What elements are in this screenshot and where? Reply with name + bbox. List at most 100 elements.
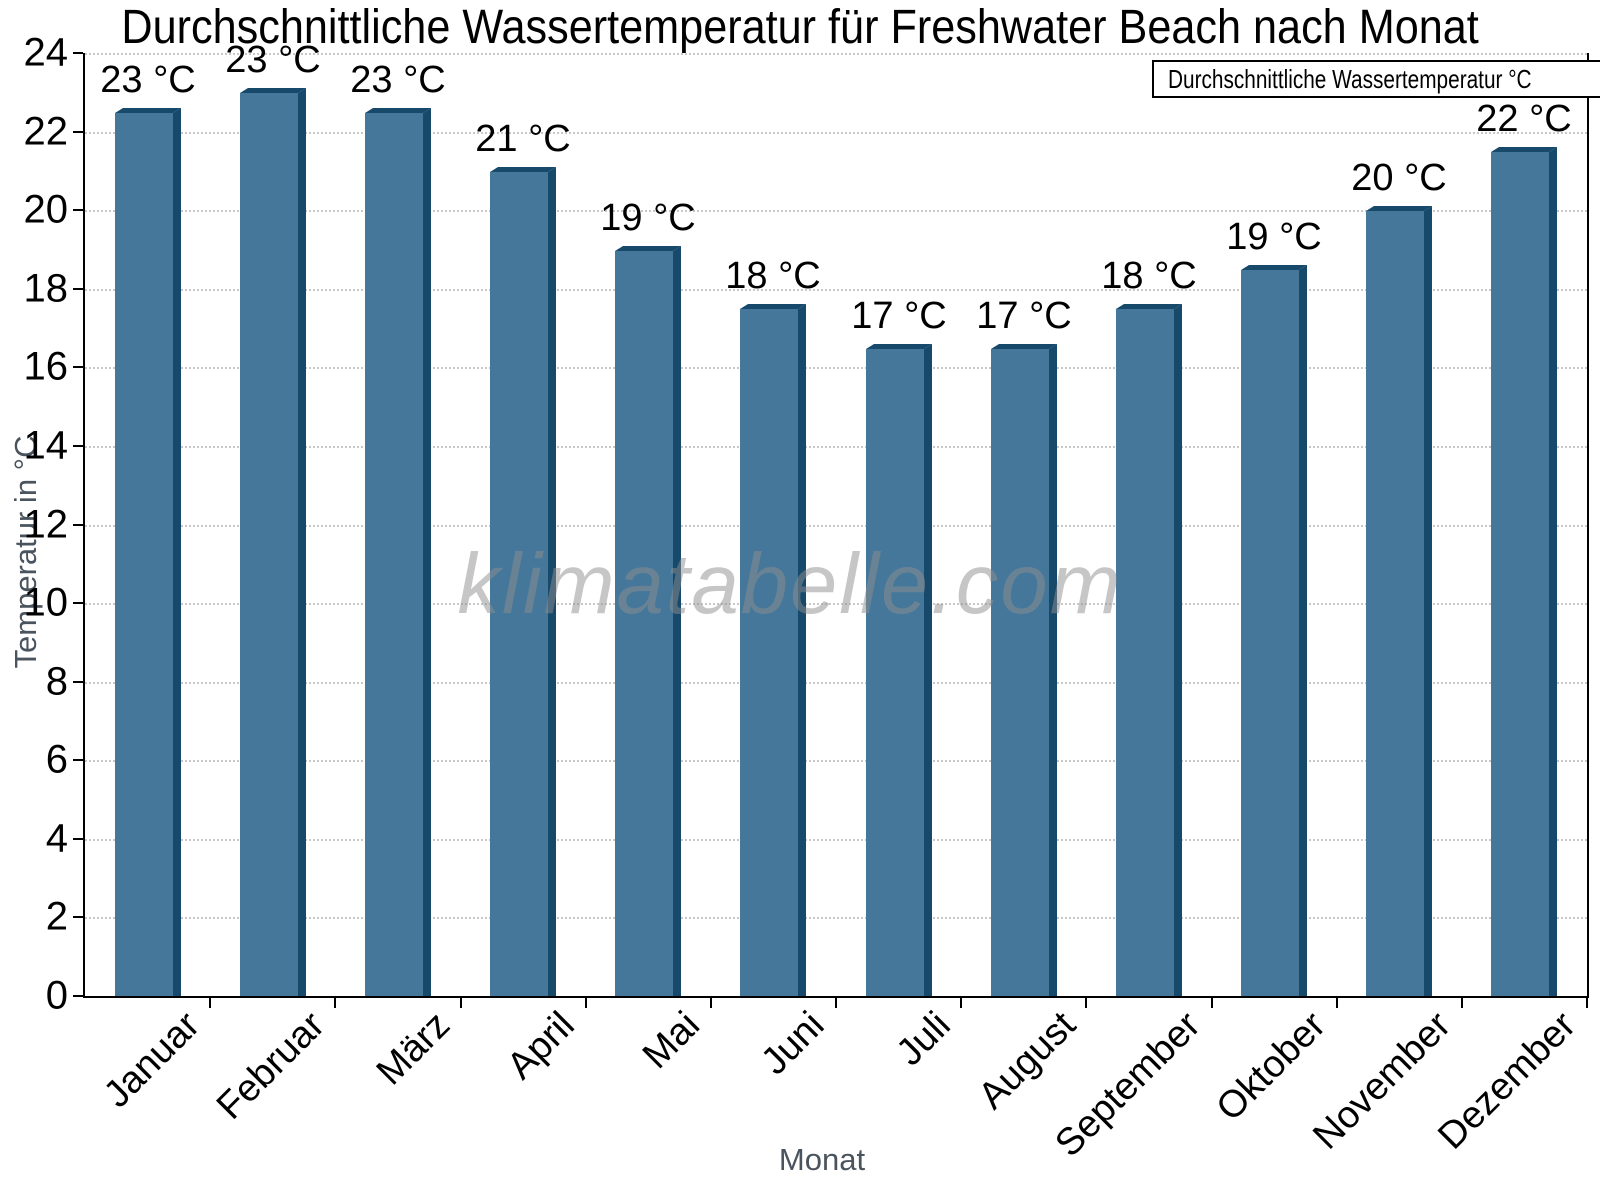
gridline-y-6 (85, 760, 1587, 763)
bar-value-label: 18 °C (725, 255, 821, 297)
bar-value-label: 23 °C (225, 39, 321, 81)
y-tick-label-12: 12 (23, 502, 69, 546)
y-tick-18 (73, 287, 83, 290)
bar-top-bevel (240, 88, 306, 93)
bar-side-bevel (173, 108, 181, 996)
y-tick-label-6: 6 (45, 737, 68, 782)
bar-value-label: 23 °C (100, 59, 196, 101)
y-tick-24 (73, 52, 83, 54)
bar-April (490, 167, 556, 996)
plot-area: 23 °C 23 °C 23 °C 21 °C 19 °C 18 °C 17 °C 17 °C… (85, 39, 1587, 996)
y-tick-6 (73, 759, 83, 762)
bar-face (991, 349, 1049, 996)
bar-top-bevel (1116, 304, 1182, 309)
bar-face (1116, 309, 1174, 996)
bar-Juli (866, 344, 932, 996)
bar-value-label: 21 °C (475, 118, 571, 160)
y-tick-2 (73, 916, 83, 919)
bar-Juni (740, 304, 806, 996)
y-tick-16 (73, 366, 83, 369)
x-tick-label-Juni: Juni (753, 1004, 833, 1083)
x-tick-4 (585, 996, 587, 1008)
watermark: klimatabelle.com (457, 537, 1123, 632)
bar-face (866, 349, 924, 996)
bar-top-bevel (365, 108, 431, 113)
bar-top-bevel (991, 344, 1057, 349)
x-tick-label-Mai: Mai (634, 1004, 708, 1077)
x-tick-label-Juli: Juli (888, 1004, 959, 1075)
x-tick-3 (460, 996, 462, 1008)
y-tick-label-8: 8 (45, 659, 68, 704)
bar-face (1241, 270, 1299, 996)
x-tick-label-Februar: Februar (208, 1004, 333, 1128)
bar-face (115, 113, 173, 996)
x-axis-line (83, 996, 1589, 998)
gridline-y-22 (85, 131, 1587, 134)
bar-top-bevel (866, 344, 932, 349)
y-axis-line (83, 53, 85, 998)
y-tick-label-20: 20 (23, 187, 69, 232)
y-tick-label-10: 10 (23, 580, 69, 625)
bar-top-bevel (1241, 265, 1307, 270)
y-tick-label-22: 22 (23, 109, 69, 154)
y-tick-0 (73, 995, 83, 997)
bar-face (490, 172, 548, 996)
bar-März (365, 108, 431, 996)
bar-side-bevel (298, 88, 306, 996)
y-tick-20 (73, 209, 83, 212)
bar-Februar (240, 88, 306, 996)
x-tick-9 (1211, 996, 1213, 1008)
gridline-y-24 (85, 53, 1587, 55)
x-tick-8 (1085, 996, 1087, 1008)
bar-Januar (115, 108, 181, 996)
bar-side-bevel (1049, 344, 1057, 996)
x-tick-label-Oktober: Oktober (1208, 1004, 1334, 1130)
bar-face (240, 93, 298, 996)
y-tick-12 (73, 523, 83, 526)
bar-top-bevel (490, 167, 556, 172)
x-tick-1 (209, 996, 211, 1008)
bar-top-bevel (1366, 206, 1432, 211)
bar-value-label: 19 °C (600, 197, 696, 239)
bar-face (365, 113, 423, 996)
y-tick-22 (73, 130, 83, 133)
legend-box: Durchschnittliche Wassertemperatur °C (1152, 60, 1600, 98)
y-axis-title: Temperatur in °C (8, 435, 43, 669)
bar-side-bevel (798, 304, 806, 996)
bar-Mai (615, 246, 681, 996)
x-tick-6 (835, 996, 837, 1008)
gridline-y-14 (85, 445, 1587, 448)
chart-title-text: Durchschnittliche Wassertemperatur für F… (121, 1, 1479, 54)
gridline-y-10 (85, 603, 1587, 606)
x-tick-label-April: April (499, 1004, 583, 1088)
y-tick-10 (73, 602, 83, 605)
bar-top-bevel (615, 246, 681, 251)
bar-August (991, 344, 1057, 996)
gridline-y-16 (85, 367, 1587, 370)
x-tick-label-März: März (368, 1004, 458, 1094)
y-tick-label-4: 4 (45, 816, 68, 861)
bar-value-label: 23 °C (350, 59, 446, 101)
y-tick-14 (73, 444, 83, 447)
y-tick-8 (73, 680, 83, 683)
bar-side-bevel (1174, 304, 1182, 996)
bar-value-label: 17 °C (851, 295, 947, 337)
chart-title: Durchschnittliche Wassertemperatur für F… (0, 0, 1600, 55)
x-tick-label-August: August (970, 1004, 1084, 1118)
bar-November (1366, 206, 1432, 996)
gridline-y-12 (85, 524, 1587, 527)
x-tick-label-Januar: Januar (95, 1004, 208, 1116)
x-tick-11 (1461, 996, 1463, 1008)
x-tick-10 (1336, 996, 1338, 1008)
bar-value-label: 20 °C (1351, 157, 1447, 199)
y-tick-label-18: 18 (23, 266, 69, 311)
bar-side-bevel (423, 108, 431, 996)
bar-top-bevel (115, 108, 181, 113)
bar-top-bevel (1491, 147, 1557, 152)
bar-value-label: 22 °C (1476, 98, 1572, 140)
x-tick-7 (960, 996, 962, 1008)
gridline-y-4 (85, 838, 1587, 841)
gridline-y-8 (85, 681, 1587, 684)
y-tick-label-14: 14 (23, 423, 69, 468)
